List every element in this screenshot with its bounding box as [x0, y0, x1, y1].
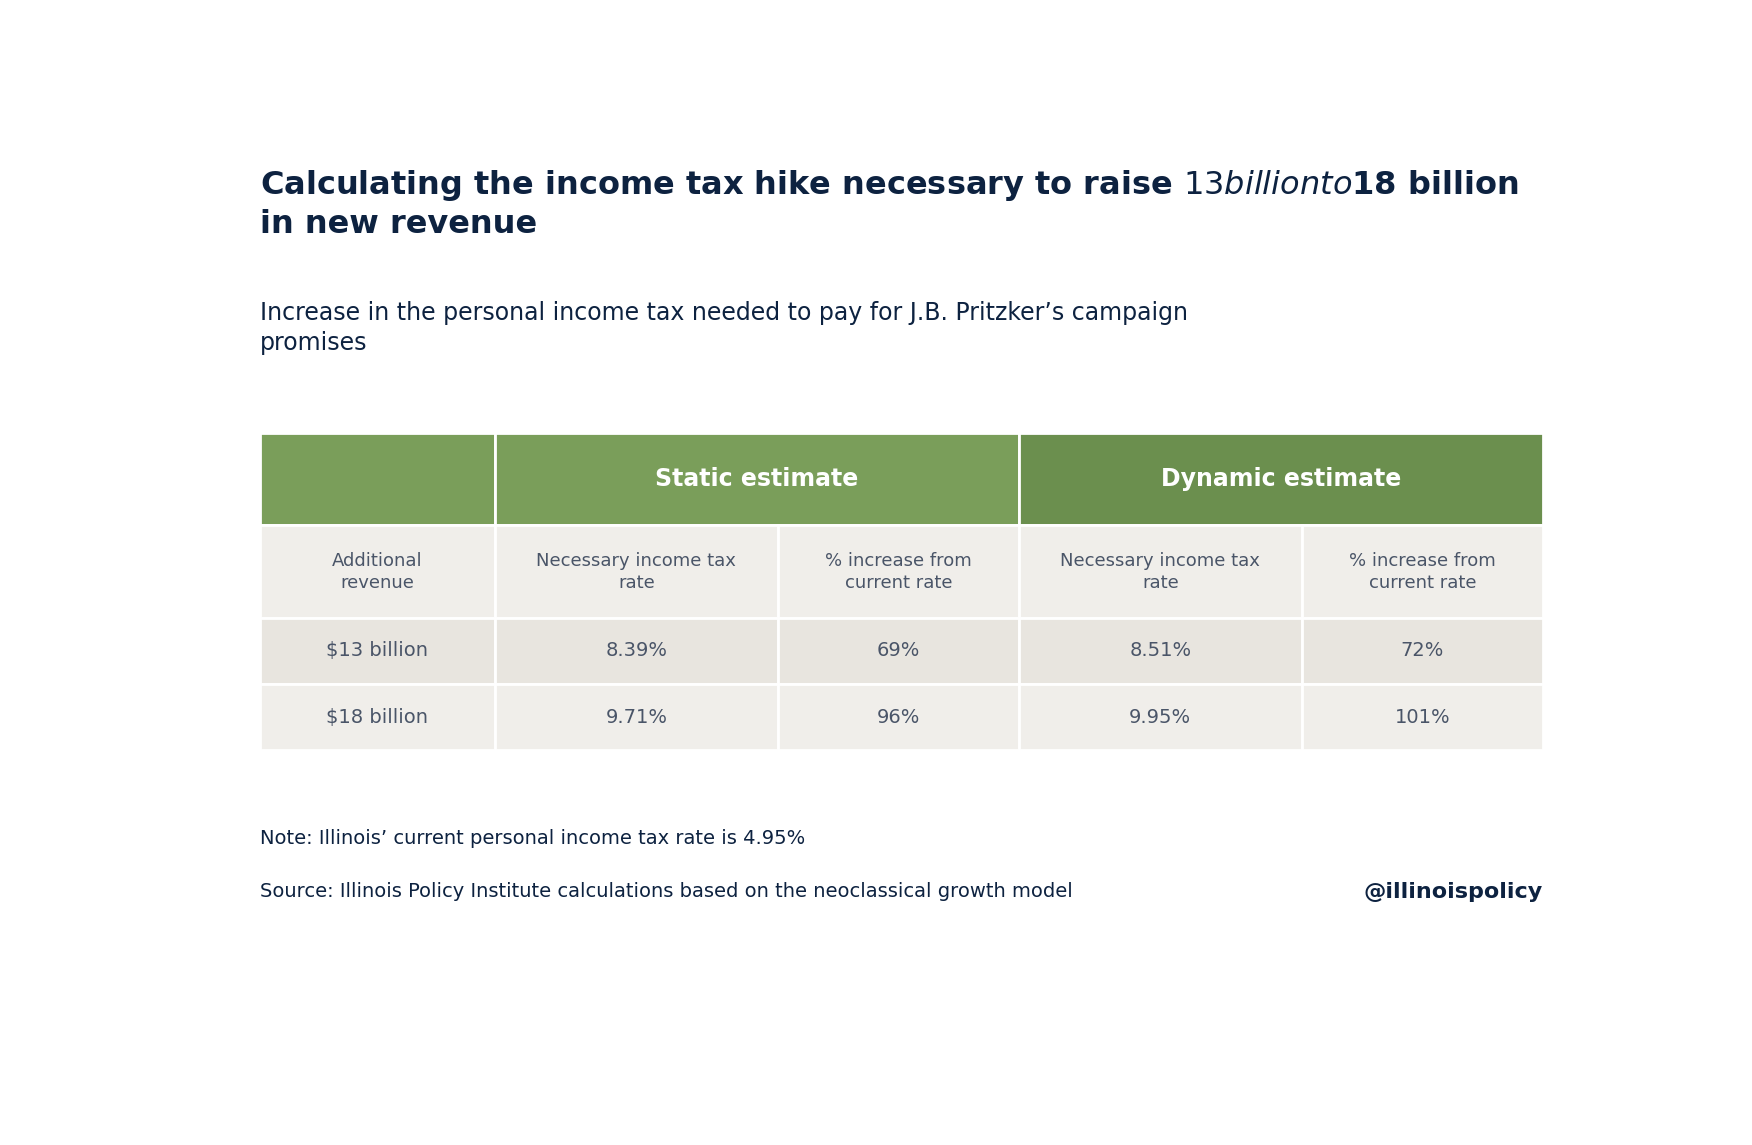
FancyBboxPatch shape [259, 618, 494, 684]
Text: Necessary income tax
rate: Necessary income tax rate [1060, 552, 1260, 592]
FancyBboxPatch shape [1302, 618, 1544, 684]
FancyBboxPatch shape [494, 684, 778, 750]
Text: % increase from
current rate: % increase from current rate [825, 552, 972, 592]
FancyBboxPatch shape [1020, 618, 1302, 684]
Text: @illinoispolicy: @illinoispolicy [1363, 883, 1544, 902]
FancyBboxPatch shape [1302, 526, 1544, 618]
FancyBboxPatch shape [1020, 526, 1302, 618]
FancyBboxPatch shape [778, 618, 1020, 684]
Text: Static estimate: Static estimate [655, 467, 858, 491]
FancyBboxPatch shape [778, 526, 1020, 618]
FancyBboxPatch shape [1020, 433, 1544, 526]
FancyBboxPatch shape [259, 433, 494, 526]
FancyBboxPatch shape [1020, 684, 1302, 750]
FancyBboxPatch shape [259, 684, 494, 750]
Text: $13 billion: $13 billion [326, 641, 427, 661]
FancyBboxPatch shape [778, 684, 1020, 750]
Text: Necessary income tax
rate: Necessary income tax rate [536, 552, 736, 592]
FancyBboxPatch shape [259, 526, 494, 618]
FancyBboxPatch shape [494, 526, 778, 618]
Text: 69%: 69% [876, 641, 920, 661]
Text: Note: Illinois’ current personal income tax rate is 4.95%: Note: Illinois’ current personal income … [259, 829, 804, 848]
FancyBboxPatch shape [494, 433, 1020, 526]
Text: 101%: 101% [1395, 708, 1451, 727]
Text: Calculating the income tax hike necessary to raise $13 billion to $18 billion
in: Calculating the income tax hike necessar… [259, 168, 1517, 240]
Text: 72%: 72% [1400, 641, 1444, 661]
Text: % increase from
current rate: % increase from current rate [1349, 552, 1496, 592]
Text: Additional
revenue: Additional revenue [333, 552, 422, 592]
FancyBboxPatch shape [1302, 684, 1544, 750]
Text: 8.39%: 8.39% [606, 641, 668, 661]
Text: 9.95%: 9.95% [1130, 708, 1191, 727]
Text: Source: Illinois Policy Institute calculations based on the neoclassical growth : Source: Illinois Policy Institute calcul… [259, 883, 1072, 901]
Text: 9.71%: 9.71% [606, 708, 668, 727]
Text: $18 billion: $18 billion [326, 708, 427, 727]
Text: Dynamic estimate: Dynamic estimate [1162, 467, 1402, 491]
Text: 8.51%: 8.51% [1130, 641, 1191, 661]
FancyBboxPatch shape [494, 618, 778, 684]
Text: Increase in the personal income tax needed to pay for J.B. Pritzker’s campaign
p: Increase in the personal income tax need… [259, 300, 1188, 355]
Text: 96%: 96% [876, 708, 920, 727]
